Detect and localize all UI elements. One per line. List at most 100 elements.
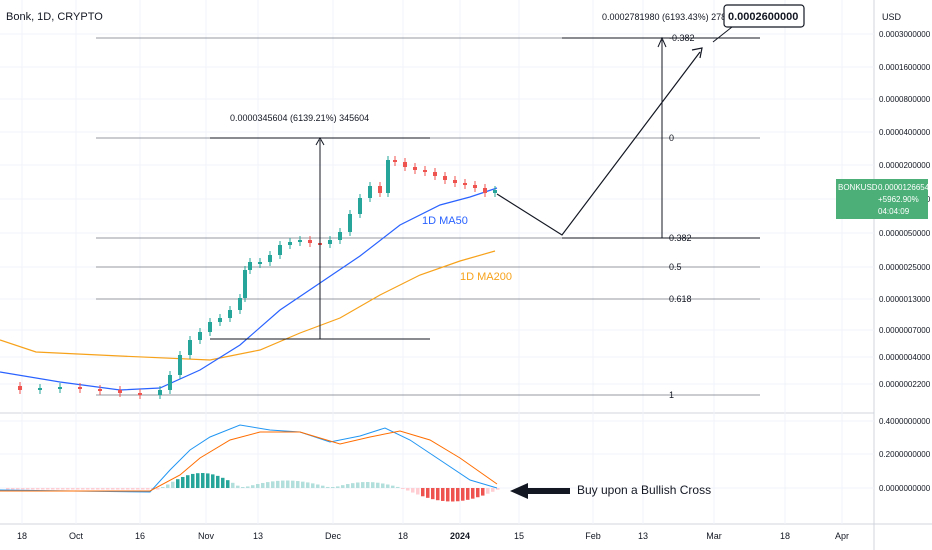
- macd-histogram-bar: [296, 481, 300, 488]
- macd-histogram-bar: [176, 479, 180, 488]
- fib-label: 0.5: [669, 262, 682, 272]
- candle-body: [473, 185, 477, 188]
- macd-histogram-bar: [106, 488, 110, 490]
- target-box-connector: [712, 26, 733, 43]
- candle-body: [368, 186, 372, 198]
- macd-histogram-bar: [371, 482, 375, 488]
- y-tick-label: 0.0000025000: [879, 263, 931, 272]
- macd-histogram-bar: [101, 488, 105, 490]
- macd-histogram-bar: [221, 477, 225, 488]
- macd-histogram-bar: [241, 487, 245, 488]
- x-tick-label: 13: [638, 531, 648, 541]
- macd-histogram-bar: [381, 483, 385, 488]
- x-tick-label: Oct: [69, 531, 84, 541]
- macd-histogram-bar: [351, 483, 355, 488]
- y-tick-label: 0.0000400000: [879, 128, 931, 137]
- macd-histogram-bar: [276, 480, 280, 488]
- x-tick-label: Mar: [706, 531, 722, 541]
- macd-histogram-bar: [206, 473, 210, 488]
- target-box-label: 0.0002600000: [728, 11, 798, 23]
- candle-body: [268, 255, 272, 262]
- macd-histogram-bar: [361, 482, 365, 488]
- currency-label[interactable]: USD: [882, 12, 902, 22]
- macd-arrow: [510, 483, 570, 499]
- macd-histogram-bar: [301, 481, 305, 488]
- chart-texts: Bonk, 1D, CRYPTO USD 0.0002781980 (6193.…: [6, 4, 930, 497]
- projection-path: [496, 51, 701, 236]
- macd-histogram-bar: [146, 488, 150, 490]
- macd-histogram-bar: [131, 488, 135, 490]
- candle-body: [413, 167, 417, 170]
- candle-body: [423, 170, 427, 172]
- candle-body: [393, 160, 397, 162]
- macd-histogram-bar: [211, 474, 215, 488]
- macd-histogram-bar: [271, 481, 275, 488]
- candle-body: [238, 298, 242, 310]
- macd-histogram-bar: [6, 488, 10, 490]
- x-tick-label: 18: [780, 531, 790, 541]
- macd-histogram-bar: [76, 488, 80, 490]
- macd-histogram-bar: [246, 486, 250, 488]
- candle-body: [443, 176, 447, 180]
- macd-histogram-bar: [216, 475, 220, 488]
- candle-body: [208, 322, 212, 332]
- candle-body: [38, 388, 42, 390]
- macd-histogram-bar: [71, 488, 75, 490]
- candle-body: [178, 355, 182, 375]
- macd-panel: [0, 424, 500, 502]
- x-tick-label: Dec: [325, 531, 342, 541]
- measure-arrowhead: [315, 136, 325, 146]
- candle-body: [278, 245, 282, 255]
- macd-histogram-bar: [226, 480, 230, 488]
- macd-histogram-bar: [281, 480, 285, 488]
- y-tick-label: 0.0000004000: [879, 353, 931, 362]
- macd-histogram-bar: [61, 488, 65, 490]
- macd-histogram-bar: [236, 485, 240, 488]
- macd-histogram-bar: [86, 488, 90, 490]
- macd-histogram-bar: [476, 488, 480, 498]
- fib-label: 1: [669, 390, 674, 400]
- macd-histogram-bar: [91, 488, 95, 490]
- macd-histogram-bar: [401, 488, 405, 489]
- macd-histogram-bar: [126, 488, 130, 490]
- macd-histogram-bar: [336, 486, 340, 488]
- candlesticks: [18, 156, 497, 399]
- macd-histogram-bar: [41, 488, 45, 490]
- price-tag-price: 0.0000126654: [878, 183, 930, 192]
- candle-body: [298, 240, 302, 242]
- macd-histogram-bar: [441, 488, 445, 501]
- macd-histogram-bar: [21, 488, 25, 490]
- macd-histogram-bar: [311, 483, 315, 488]
- macd-histogram-bar: [331, 487, 335, 488]
- x-tick-label: Nov: [198, 531, 215, 541]
- candle-body: [58, 387, 62, 389]
- y-tick-label: 0.0001600000: [879, 63, 931, 72]
- macd-histogram-bar: [166, 484, 170, 488]
- macd-histogram-bar: [291, 480, 295, 488]
- candle-body: [358, 198, 362, 214]
- time-axis: 18 Oct 16 Nov 13 Dec 18 2024 15 Feb 13 Mar 18 Apr: [17, 531, 849, 541]
- candle-body: [348, 214, 352, 232]
- macd-histogram-bar: [446, 488, 450, 502]
- macd-histogram-bar: [356, 482, 360, 488]
- ma200-line: [0, 250, 496, 361]
- candle-body: [218, 318, 222, 322]
- macd-histogram-bar: [96, 488, 100, 490]
- price-axis: 0.0003000000 0.0001600000 0.0000800000 0.00…: [879, 30, 931, 493]
- macd-histogram-bar: [426, 488, 430, 498]
- macd-histogram-bar: [481, 488, 485, 496]
- macd-histogram-bar: [11, 488, 15, 490]
- macd-histogram-bar: [261, 482, 265, 488]
- candle-body: [118, 390, 122, 393]
- macd-histogram-bar: [386, 484, 390, 488]
- candle-body: [493, 190, 497, 193]
- y-tick-label: 0.0000013000: [879, 295, 931, 304]
- drawings: [210, 26, 760, 499]
- macd-histogram-bar: [256, 484, 260, 488]
- target-box: [723, 4, 805, 28]
- x-tick-label: 2024: [450, 531, 470, 541]
- macd-histogram-bar: [156, 488, 160, 490]
- macd-histogram-bar: [431, 488, 435, 500]
- macd-tick-label: 0.4000000000: [879, 417, 931, 426]
